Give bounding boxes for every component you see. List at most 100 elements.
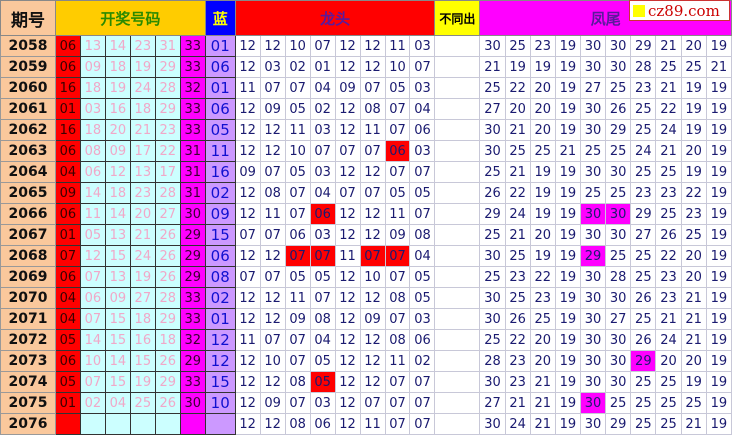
longtou-cell: 12 bbox=[334, 392, 361, 414]
longtou-cell: 03 bbox=[309, 392, 336, 414]
longtou-cell: 11 bbox=[384, 350, 411, 372]
fengwei-cell: 20 bbox=[680, 140, 707, 162]
header-butongchu: 不同出 bbox=[434, 0, 481, 36]
longtou-cell: 07 bbox=[384, 308, 411, 330]
fengwei-cell: 23 bbox=[680, 203, 707, 225]
longtou-cell: 12 bbox=[359, 350, 386, 372]
longtou-cell: 12 bbox=[334, 287, 361, 309]
fengwei-cell: 19 bbox=[705, 308, 732, 330]
red-max-cell: 29 bbox=[179, 245, 206, 267]
fengwei-cell: 19 bbox=[705, 77, 732, 99]
red-max-cell: 33 bbox=[179, 35, 206, 57]
fengwei-cell: 27 bbox=[479, 392, 506, 414]
longtou-cell: 09 bbox=[384, 224, 411, 246]
fengwei-cell: 25 bbox=[479, 224, 506, 246]
table-row: 2074 05 07 15 19 29 33 15 12 12 08 05 12 12 07 07 30 23 21… bbox=[0, 371, 732, 393]
longtou-cell: 07 bbox=[359, 77, 386, 99]
red-mid-cell: 19 bbox=[129, 371, 156, 393]
longtou-cell: 12 bbox=[334, 203, 361, 225]
fengwei-cell: 30 bbox=[605, 371, 632, 393]
butongchu-cell bbox=[434, 77, 481, 99]
table-row: 2067 01 05 13 21 26 29 15 07 07 06 03 12 12 09 08 25 21 20… bbox=[0, 224, 732, 246]
longtou-cell: 12 bbox=[234, 308, 261, 330]
fengwei-cell: 26 bbox=[630, 287, 657, 309]
blue-ball-cell: 05 bbox=[204, 119, 236, 141]
longtou-cell: 12 bbox=[359, 224, 386, 246]
fengwei-cell: 30 bbox=[479, 287, 506, 309]
fengwei-cell: 30 bbox=[579, 350, 607, 372]
red-first-cell: 06 bbox=[54, 350, 81, 372]
fengwei-cell: 25 bbox=[504, 287, 531, 309]
longtou-cell: 07 bbox=[284, 245, 311, 267]
red-mid-cell: 18 bbox=[129, 308, 156, 330]
longtou-cell: 12 bbox=[334, 266, 361, 288]
red-mid-cell: 26 bbox=[154, 392, 181, 414]
period-cell: 2060 bbox=[0, 77, 56, 99]
longtou-cell: 12 bbox=[334, 308, 361, 330]
butongchu-cell bbox=[434, 56, 481, 78]
fengwei-cell: 22 bbox=[680, 182, 707, 204]
longtou-cell: 12 bbox=[234, 287, 261, 309]
longtou-cell: 03 bbox=[409, 35, 436, 57]
blue-ball-cell: 06 bbox=[204, 98, 236, 120]
red-mid-cell: 27 bbox=[129, 287, 156, 309]
butongchu-cell bbox=[434, 308, 481, 330]
longtou-cell: 05 bbox=[409, 266, 436, 288]
fengwei-cell: 21 bbox=[504, 161, 531, 183]
longtou-cell: 07 bbox=[284, 77, 311, 99]
fengwei-cell: 30 bbox=[579, 392, 607, 414]
longtou-cell: 05 bbox=[284, 98, 311, 120]
red-mid-cell: 27 bbox=[154, 203, 181, 225]
fengwei-cell: 22 bbox=[504, 329, 531, 351]
period-cell: 2075 bbox=[0, 392, 56, 414]
red-mid-cell: 26 bbox=[154, 266, 181, 288]
longtou-cell: 07 bbox=[409, 392, 436, 414]
blue-ball-cell: 01 bbox=[204, 35, 236, 57]
red-mid-cell: 14 bbox=[104, 203, 131, 225]
red-mid-cell: 31 bbox=[154, 35, 181, 57]
fengwei-cell: 19 bbox=[529, 56, 556, 78]
longtou-cell: 12 bbox=[234, 119, 261, 141]
blue-ball-cell: 11 bbox=[204, 140, 236, 162]
longtou-cell: 12 bbox=[259, 119, 286, 141]
red-mid-cell: 02 bbox=[79, 392, 106, 414]
longtou-cell: 07 bbox=[384, 392, 411, 414]
red-mid-cell: 05 bbox=[79, 224, 106, 246]
longtou-cell: 06 bbox=[384, 140, 411, 162]
longtou-cell: 11 bbox=[384, 203, 411, 225]
longtou-cell: 08 bbox=[409, 224, 436, 246]
longtou-cell: 07 bbox=[409, 161, 436, 183]
red-max-cell: 32 bbox=[179, 329, 206, 351]
fengwei-cell: 30 bbox=[605, 287, 632, 309]
fengwei-cell: 20 bbox=[529, 77, 556, 99]
longtou-cell: 07 bbox=[284, 392, 311, 414]
red-mid-cell: 13 bbox=[79, 35, 106, 57]
fengwei-cell: 19 bbox=[529, 161, 556, 183]
red-mid-cell: 09 bbox=[79, 56, 106, 78]
longtou-cell: 11 bbox=[284, 287, 311, 309]
red-mid-cell: 14 bbox=[79, 182, 106, 204]
fengwei-cell: 24 bbox=[655, 119, 682, 141]
fengwei-cell: 21 bbox=[680, 413, 707, 435]
fengwei-cell: 21 bbox=[529, 371, 556, 393]
red-mid-cell: 11 bbox=[79, 203, 106, 225]
red-first-cell: 04 bbox=[54, 308, 81, 330]
longtou-cell: 11 bbox=[334, 245, 361, 267]
longtou-cell: 12 bbox=[359, 287, 386, 309]
blue-ball-cell: 01 bbox=[204, 77, 236, 99]
fengwei-cell: 25 bbox=[605, 77, 632, 99]
longtou-cell: 10 bbox=[284, 140, 311, 162]
fengwei-cell: 19 bbox=[554, 329, 581, 351]
longtou-cell: 07 bbox=[409, 413, 436, 435]
fengwei-cell: 29 bbox=[605, 119, 632, 141]
red-max-cell: 31 bbox=[179, 140, 206, 162]
longtou-cell: 08 bbox=[284, 371, 311, 393]
longtou-cell: 03 bbox=[409, 77, 436, 99]
fengwei-cell: 25 bbox=[655, 413, 682, 435]
longtou-cell: 08 bbox=[259, 182, 286, 204]
longtou-cell: 09 bbox=[334, 77, 361, 99]
fengwei-cell: 23 bbox=[630, 77, 657, 99]
red-mid-cell: 23 bbox=[129, 35, 156, 57]
period-cell: 2069 bbox=[0, 266, 56, 288]
fengwei-cell: 20 bbox=[680, 35, 707, 57]
